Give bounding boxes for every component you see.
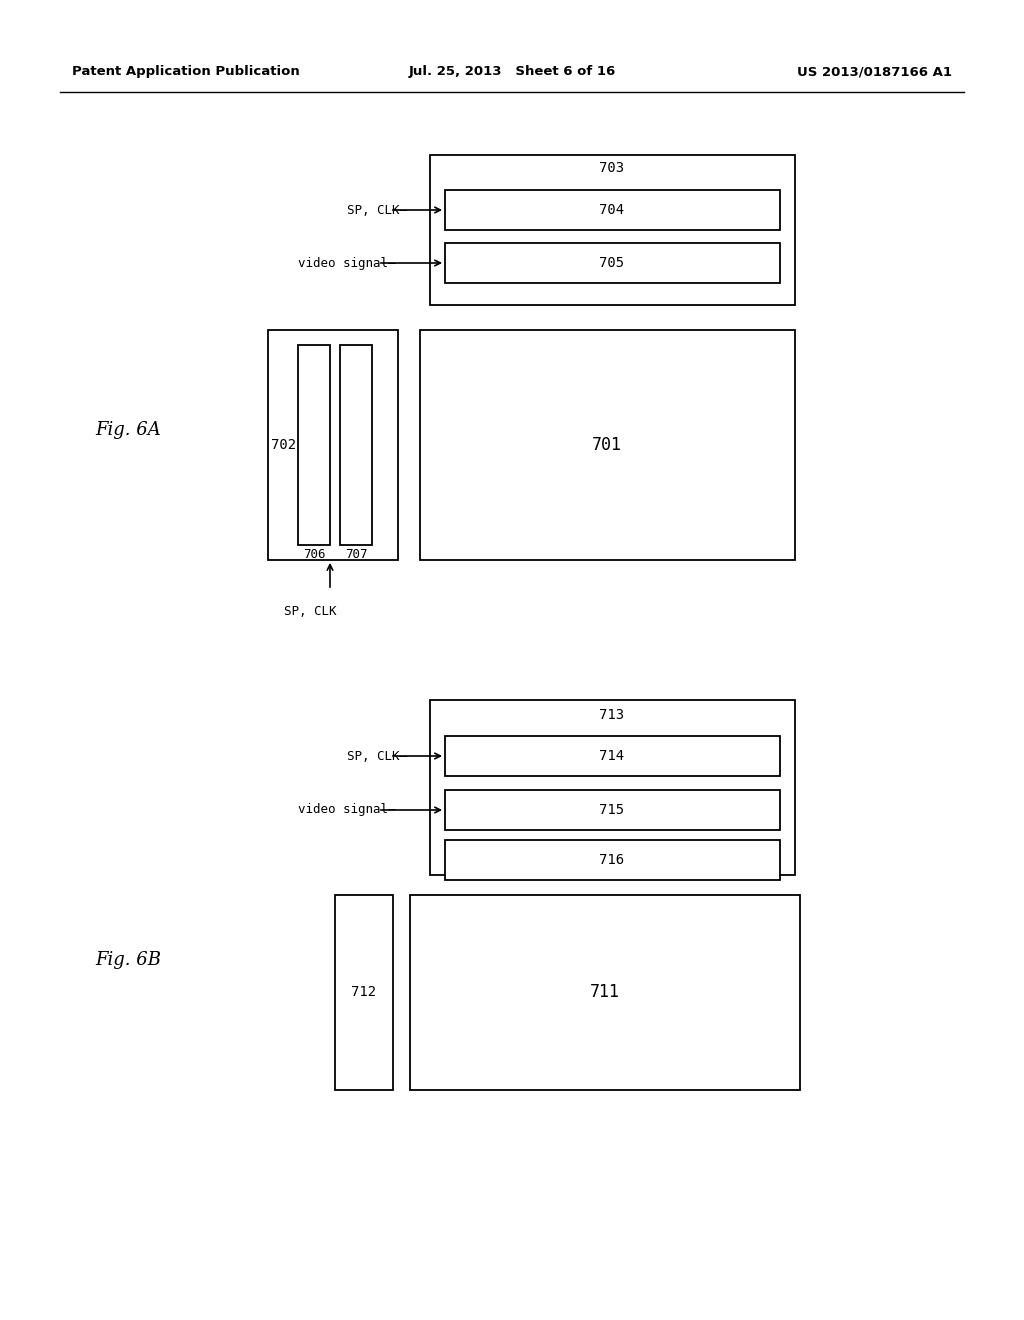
Text: 702: 702 bbox=[271, 438, 297, 451]
Bar bbox=[268, 330, 398, 560]
Text: Fig. 6B: Fig. 6B bbox=[95, 950, 161, 969]
Text: SP, CLK–: SP, CLK– bbox=[347, 750, 407, 763]
Text: 716: 716 bbox=[599, 853, 625, 867]
Text: 711: 711 bbox=[590, 983, 620, 1001]
Bar bbox=[430, 700, 795, 875]
Text: SP, CLK–: SP, CLK– bbox=[347, 203, 407, 216]
Bar bbox=[340, 345, 372, 545]
Text: 705: 705 bbox=[599, 256, 625, 271]
Bar bbox=[298, 345, 330, 545]
Bar bbox=[445, 190, 780, 230]
Text: Jul. 25, 2013   Sheet 6 of 16: Jul. 25, 2013 Sheet 6 of 16 bbox=[409, 66, 615, 78]
Text: video signal–: video signal– bbox=[298, 804, 395, 817]
Bar bbox=[335, 895, 393, 1090]
Bar bbox=[410, 895, 800, 1090]
Text: video signal–: video signal– bbox=[298, 256, 395, 269]
Text: 704: 704 bbox=[599, 203, 625, 216]
Text: SP, CLK: SP, CLK bbox=[284, 605, 336, 618]
Text: Fig. 6A: Fig. 6A bbox=[95, 421, 161, 440]
Text: 706: 706 bbox=[303, 549, 326, 561]
Text: 701: 701 bbox=[592, 436, 622, 454]
Text: 715: 715 bbox=[599, 803, 625, 817]
Text: 703: 703 bbox=[599, 161, 625, 176]
Text: US 2013/0187166 A1: US 2013/0187166 A1 bbox=[797, 66, 952, 78]
Text: 707: 707 bbox=[345, 549, 368, 561]
Text: 714: 714 bbox=[599, 748, 625, 763]
Bar bbox=[445, 243, 780, 282]
Text: 713: 713 bbox=[599, 708, 625, 722]
Bar bbox=[445, 789, 780, 830]
Text: 712: 712 bbox=[351, 985, 377, 999]
Bar bbox=[420, 330, 795, 560]
Text: Patent Application Publication: Patent Application Publication bbox=[72, 66, 300, 78]
Bar bbox=[445, 737, 780, 776]
Bar bbox=[445, 840, 780, 880]
Bar bbox=[430, 154, 795, 305]
